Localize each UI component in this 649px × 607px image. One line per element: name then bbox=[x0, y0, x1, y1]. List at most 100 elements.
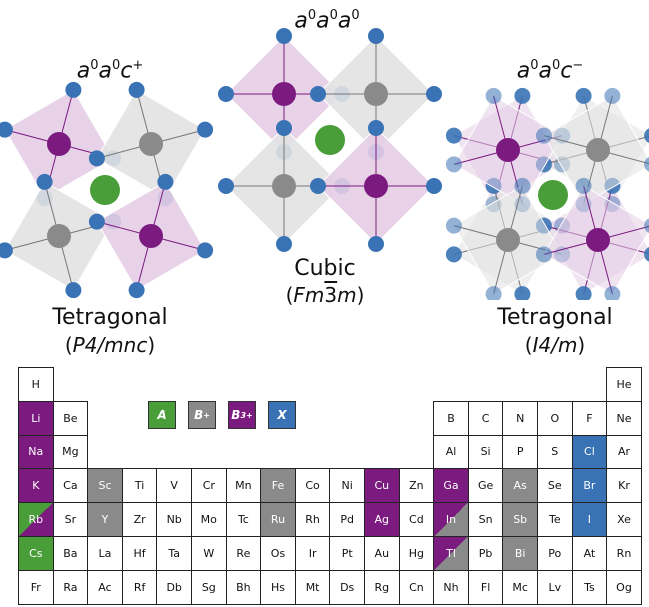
element-la: La bbox=[87, 536, 123, 571]
phase-label-2: Cubic bbox=[294, 256, 356, 281]
element-cl: Cl bbox=[571, 434, 608, 470]
x-anion bbox=[426, 178, 442, 194]
b-cation bbox=[586, 138, 610, 162]
x-anion bbox=[276, 120, 292, 136]
element-cn: Cn bbox=[398, 569, 435, 605]
x-anion bbox=[514, 177, 531, 194]
b-cation bbox=[364, 82, 388, 106]
element-rh: Rh bbox=[294, 502, 331, 537]
x-anion bbox=[644, 128, 649, 143]
element-rf: Rf bbox=[121, 569, 158, 605]
x-anion bbox=[218, 86, 234, 102]
x-anion bbox=[575, 87, 592, 104]
element-se: Se bbox=[537, 468, 573, 504]
element-ti: Ti bbox=[121, 468, 158, 504]
element-mn: Mn bbox=[225, 468, 262, 504]
element-na: Na bbox=[18, 434, 54, 470]
b-cation bbox=[47, 224, 71, 248]
element-te: Te bbox=[537, 502, 573, 537]
x-anion bbox=[197, 242, 214, 259]
x-anion bbox=[514, 87, 531, 104]
element-f: F bbox=[571, 400, 608, 436]
x-anion bbox=[0, 242, 13, 259]
element-si: Si bbox=[467, 434, 504, 470]
element-br: Br bbox=[571, 468, 608, 504]
element-ts: Ts bbox=[571, 569, 608, 605]
legend-label: B bbox=[231, 408, 241, 422]
element-zr: Zr bbox=[121, 502, 158, 537]
element-tl: Tl bbox=[433, 536, 469, 571]
element-lv: Lv bbox=[537, 569, 573, 605]
element-bh: Bh bbox=[225, 569, 262, 605]
element-mc: Mc bbox=[502, 569, 538, 605]
legend-label: B bbox=[194, 408, 204, 422]
a-cation bbox=[538, 180, 568, 210]
element-co: Co bbox=[294, 468, 331, 504]
element-p: P bbox=[502, 434, 538, 470]
legend-key-2: B 3+ bbox=[228, 401, 256, 429]
element-sb: Sb bbox=[502, 502, 538, 537]
element-li: Li bbox=[18, 400, 54, 436]
element-he: He bbox=[606, 367, 642, 402]
element-ca: Ca bbox=[52, 468, 89, 504]
element-y: Y bbox=[87, 502, 123, 537]
element-nh: Nh bbox=[433, 569, 469, 605]
b-cation bbox=[496, 228, 520, 252]
element-xe: Xe bbox=[606, 502, 642, 537]
element-sr: Sr bbox=[52, 502, 89, 537]
element-as: As bbox=[502, 468, 538, 504]
element-ne: Ne bbox=[606, 400, 642, 436]
space-group-2: (Fm3m) bbox=[285, 283, 365, 307]
element-ar: Ar bbox=[606, 434, 642, 470]
x-anion bbox=[445, 217, 462, 234]
x-anion bbox=[514, 286, 531, 300]
element-s: S bbox=[537, 434, 573, 470]
element-ga: Ga bbox=[433, 468, 469, 504]
element-h: H bbox=[18, 367, 54, 402]
element-c: C bbox=[467, 400, 504, 436]
element-k: K bbox=[18, 468, 54, 504]
element-pd: Pd bbox=[329, 502, 365, 537]
element-hf: Hf bbox=[121, 536, 158, 571]
element-mo: Mo bbox=[191, 502, 227, 537]
element-ir: Ir bbox=[294, 536, 331, 571]
element-zn: Zn bbox=[398, 468, 435, 504]
x-anion bbox=[65, 81, 82, 98]
legend-key-0: A bbox=[148, 401, 176, 429]
x-anion bbox=[535, 127, 552, 144]
legend-key-3: X bbox=[268, 401, 296, 429]
x-anion bbox=[368, 120, 384, 136]
b-cation bbox=[139, 132, 163, 156]
element-fl: Fl bbox=[467, 569, 504, 605]
glazer-label-1: a0a0c+ bbox=[76, 58, 144, 84]
legend-charge: + bbox=[203, 410, 210, 420]
x-anion bbox=[368, 236, 384, 252]
element-ge: Ge bbox=[467, 468, 504, 504]
x-anion bbox=[445, 246, 462, 263]
x-anion bbox=[604, 286, 621, 300]
b-cation bbox=[496, 138, 520, 162]
b-cation bbox=[364, 174, 388, 198]
x-anion bbox=[0, 121, 13, 138]
x-anion bbox=[485, 286, 502, 300]
element-nb: Nb bbox=[156, 502, 192, 537]
x-anion bbox=[157, 173, 174, 190]
x-anion bbox=[310, 178, 326, 194]
element-ag: Ag bbox=[364, 502, 400, 537]
x-anion bbox=[218, 178, 234, 194]
element-kr: Kr bbox=[606, 468, 642, 504]
element-ba: Ba bbox=[52, 536, 89, 571]
b-cation bbox=[47, 132, 71, 156]
element-ac: Ac bbox=[87, 569, 123, 605]
element-sc: Sc bbox=[87, 468, 123, 504]
glazer-label-3: a0a0c− bbox=[516, 58, 584, 84]
element-og: Og bbox=[606, 569, 642, 605]
element-cu: Cu bbox=[364, 468, 400, 504]
b-cation bbox=[139, 224, 163, 248]
space-group-3: (I4/m) bbox=[524, 333, 586, 357]
x-anion bbox=[604, 87, 621, 104]
element-ta: Ta bbox=[156, 536, 192, 571]
x-anion bbox=[65, 282, 82, 299]
element-db: Db bbox=[156, 569, 192, 605]
